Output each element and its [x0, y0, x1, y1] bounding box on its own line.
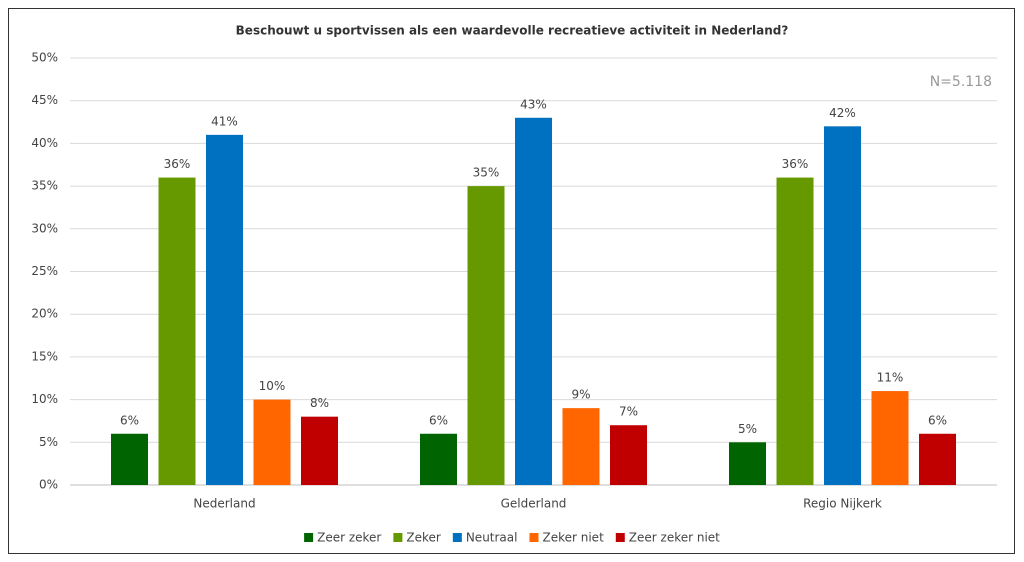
- legend-label: Zeker: [406, 531, 441, 545]
- legend-swatch: [393, 533, 403, 542]
- bar: [824, 126, 861, 485]
- y-tick-label: 25%: [31, 264, 58, 278]
- legend-swatch: [304, 533, 314, 542]
- x-tick-label: Nederland: [193, 497, 255, 511]
- y-tick-label: 45%: [31, 93, 58, 107]
- legend-label: Zeer zeker: [317, 531, 381, 545]
- bar: [301, 416, 338, 485]
- bar: [871, 391, 909, 485]
- x-tick-label: Gelderland: [501, 497, 567, 511]
- bar: [111, 433, 148, 485]
- bar: [562, 408, 600, 485]
- y-tick-label: 20%: [31, 307, 58, 321]
- bar: [610, 425, 647, 485]
- legend-label: Zeer zeker niet: [629, 531, 720, 545]
- bar: [776, 177, 814, 485]
- y-tick-label: 5%: [39, 435, 58, 449]
- legend-label: Zeker niet: [542, 531, 604, 545]
- annotation: N=5.118: [930, 74, 992, 90]
- data-label: 9%: [571, 388, 590, 402]
- data-label: 8%: [310, 396, 329, 410]
- data-label: 6%: [429, 413, 448, 427]
- y-tick-label: 15%: [31, 349, 58, 363]
- data-label: 43%: [520, 97, 547, 111]
- bar: [729, 442, 766, 485]
- bar: [420, 433, 457, 485]
- y-tick-label: 35%: [31, 179, 58, 193]
- data-label: 11%: [877, 371, 904, 385]
- data-label: 6%: [120, 413, 139, 427]
- data-label: 42%: [829, 106, 856, 120]
- legend-swatch: [452, 533, 462, 542]
- data-label: 5%: [738, 422, 757, 436]
- y-tick-label: 0%: [39, 478, 58, 492]
- y-tick-label: 10%: [31, 392, 58, 406]
- bar: [515, 117, 552, 485]
- legend-swatch: [615, 533, 625, 542]
- legend-swatch: [529, 533, 539, 542]
- y-tick-label: 30%: [31, 221, 58, 235]
- y-tick-label: 40%: [31, 136, 58, 150]
- data-label: 6%: [928, 413, 947, 427]
- data-label: 36%: [782, 157, 809, 171]
- bar: [158, 177, 196, 485]
- data-label: 7%: [619, 405, 638, 419]
- data-label: 10%: [259, 379, 286, 393]
- bar: [467, 186, 505, 485]
- y-tick-label: 50%: [31, 51, 58, 65]
- data-label: 41%: [211, 114, 238, 128]
- legend-label: Neutraal: [466, 531, 518, 545]
- bar: [206, 134, 243, 486]
- x-tick-label: Regio Nijkerk: [803, 497, 882, 511]
- bar: [919, 433, 956, 485]
- bar: [253, 399, 291, 485]
- data-label: 35%: [473, 166, 500, 180]
- data-label: 36%: [164, 157, 191, 171]
- chart-title: Beschouwt u sportvissen als een waardevo…: [236, 24, 789, 38]
